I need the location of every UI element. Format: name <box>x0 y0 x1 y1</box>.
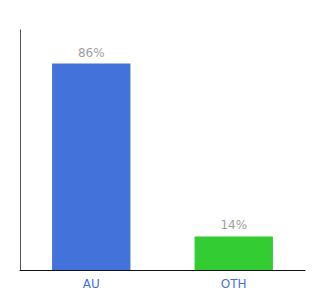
svg-text:AU: AU <box>83 277 100 291</box>
svg-text:OTH: OTH <box>221 277 247 291</box>
svg-text:14%: 14% <box>220 218 247 232</box>
svg-text:86%: 86% <box>78 46 105 60</box>
